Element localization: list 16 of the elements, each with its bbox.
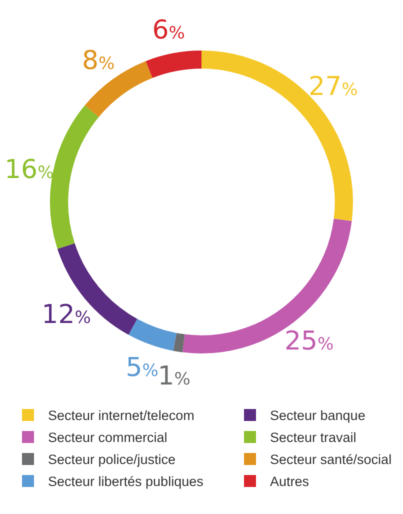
data-label: 5% xyxy=(126,353,158,384)
data-label: 8% xyxy=(82,46,115,76)
data-label: 16% xyxy=(4,155,54,186)
legend-label: Secteur banque xyxy=(270,408,366,422)
legend-label: Secteur commercial xyxy=(48,430,168,444)
data-label: 1% xyxy=(158,361,190,392)
legend-label: Autres xyxy=(270,474,310,488)
data-label: 12% xyxy=(42,300,91,330)
data-label: 6% xyxy=(152,16,185,46)
legend-label: Secteur travail xyxy=(270,430,356,444)
data-label: 27% xyxy=(308,72,358,102)
legend-label: Secteur santé/social xyxy=(270,452,392,466)
legend-label: Secteur libertés publiques xyxy=(48,474,204,488)
data-label: 25% xyxy=(284,326,334,357)
legend-label: Secteur police/justice xyxy=(48,452,176,466)
legend-label: Secteur internet/telecom xyxy=(48,408,194,422)
